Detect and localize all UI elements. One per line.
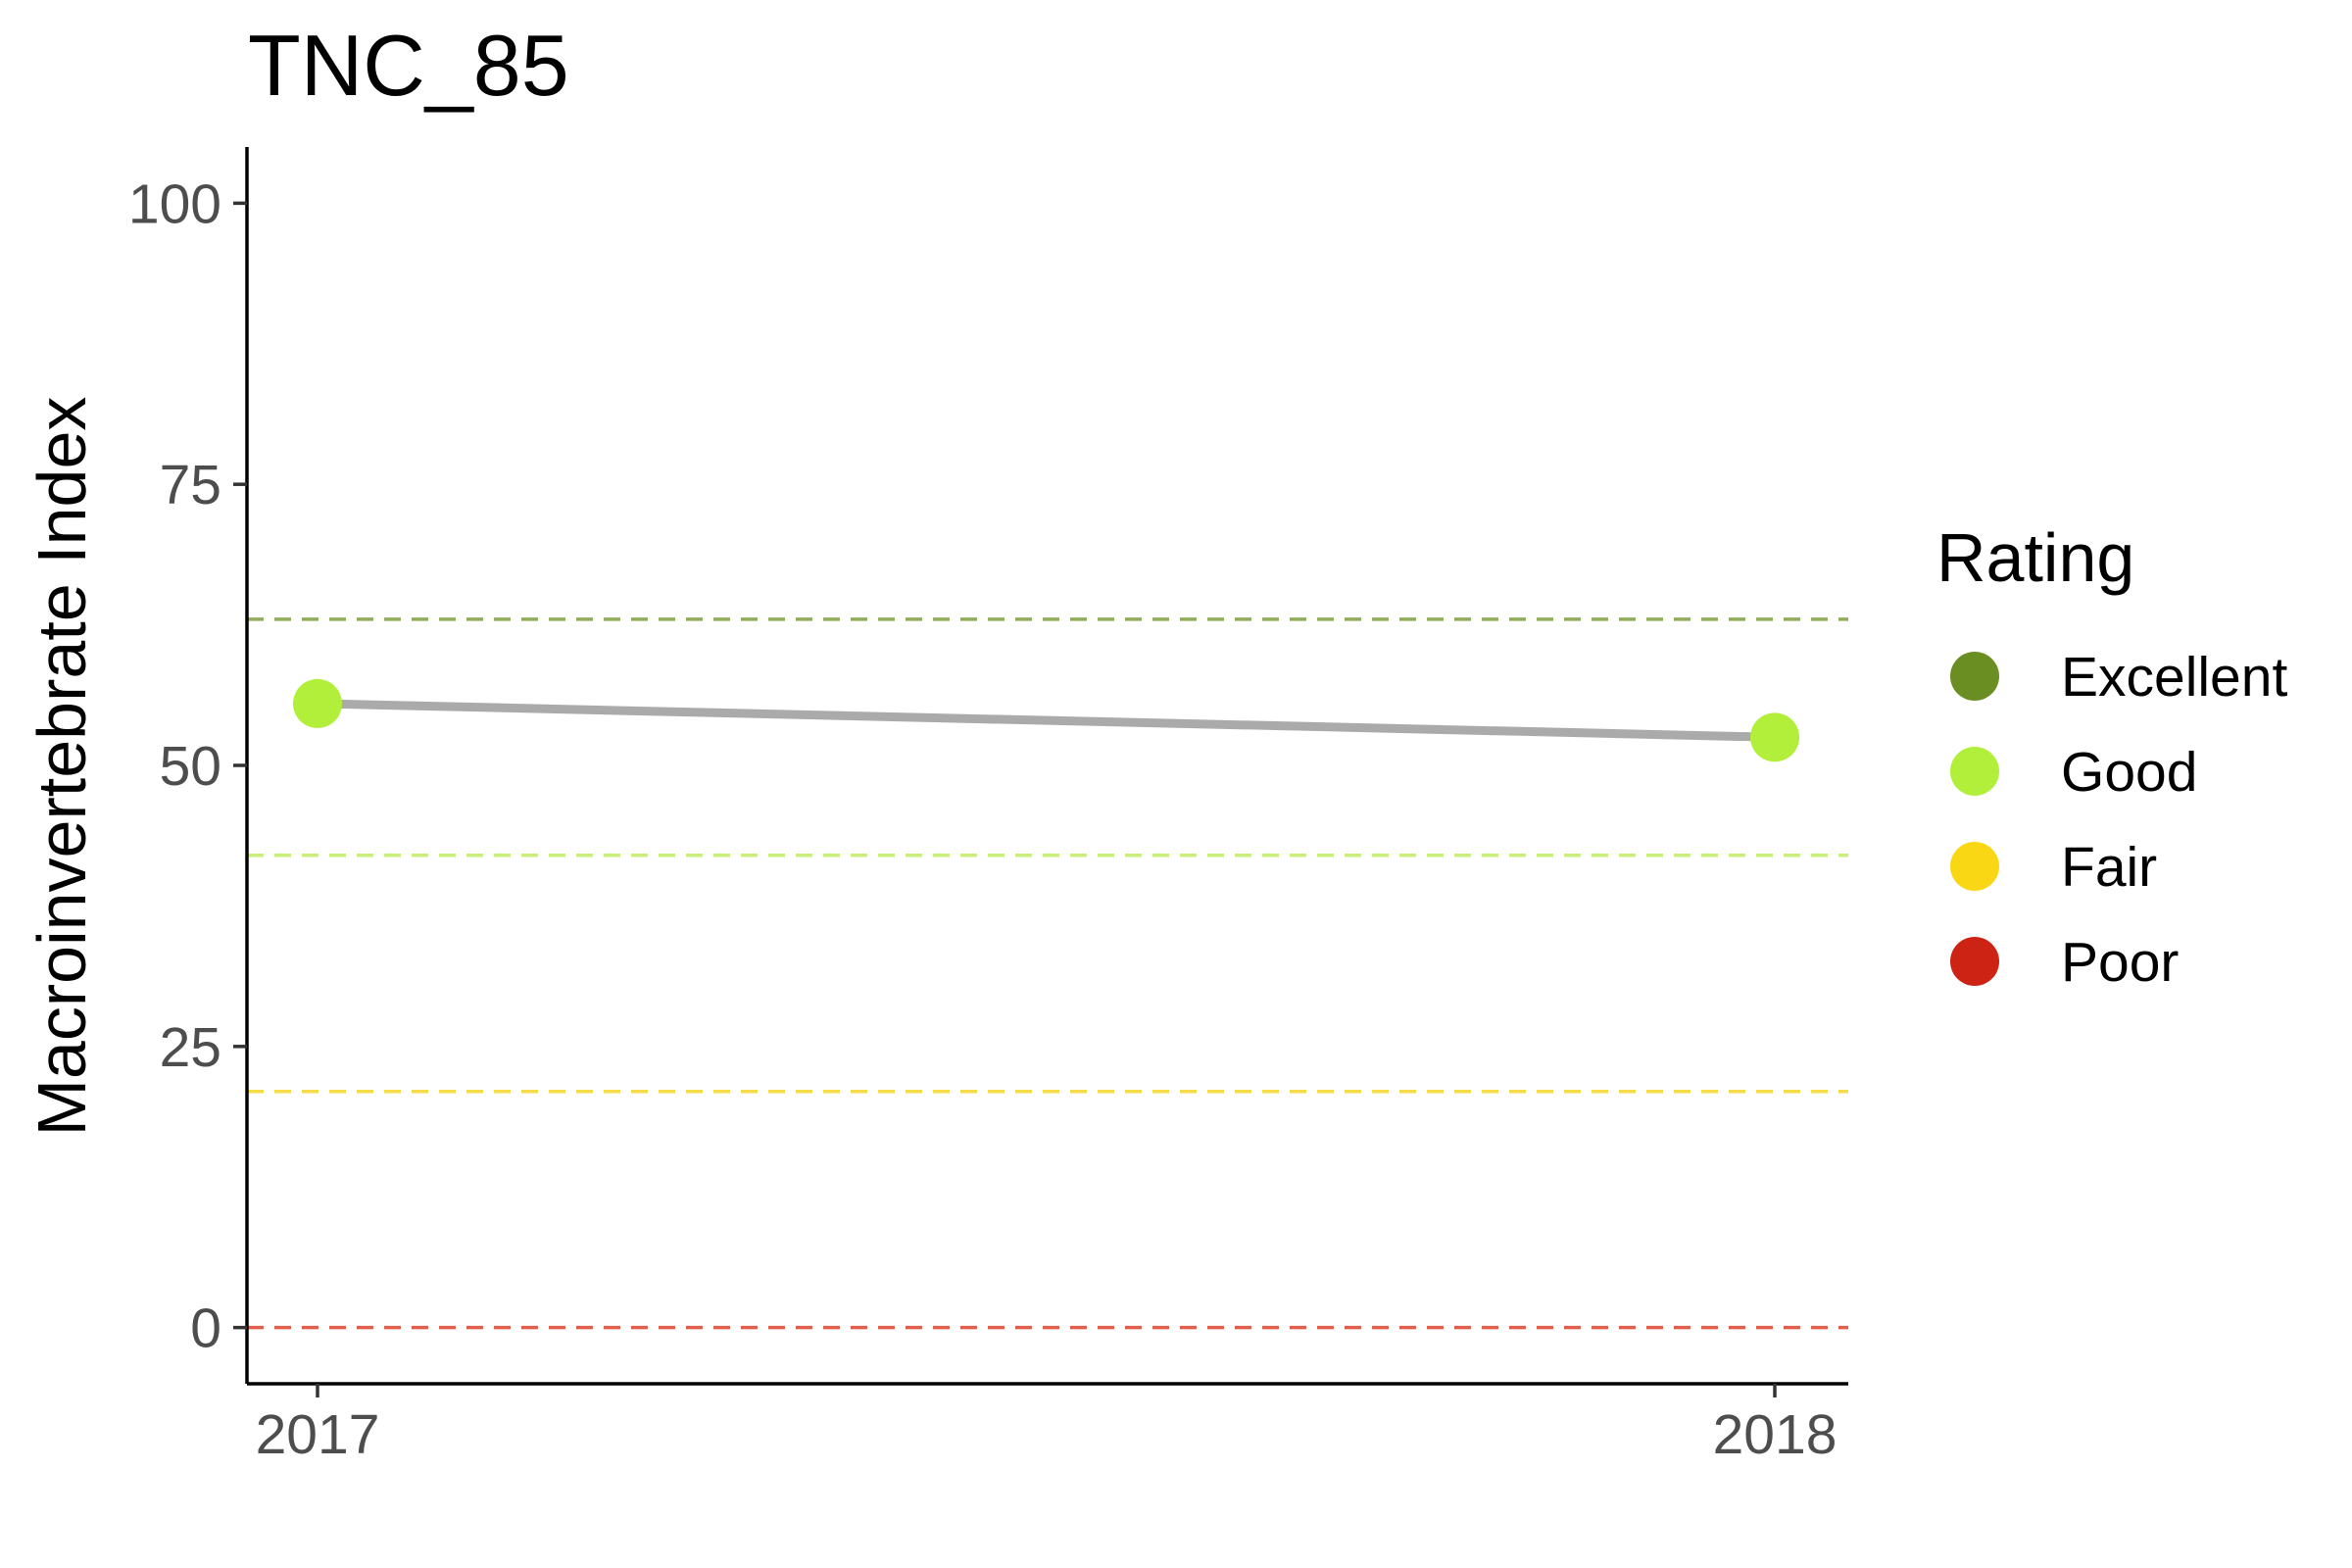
y-tick-label: 50 bbox=[160, 735, 221, 798]
y-tick-label: 100 bbox=[128, 172, 221, 235]
legend-key-excellent bbox=[1950, 652, 1999, 701]
legend-label-fair: Fair bbox=[2061, 836, 2157, 899]
y-tick-label: 25 bbox=[160, 1016, 221, 1079]
x-tick-label: 2018 bbox=[1713, 1403, 1838, 1466]
chart-title: TNC_85 bbox=[248, 17, 569, 114]
legend-title: Rating bbox=[1936, 519, 2134, 596]
legend-label-good: Good bbox=[2061, 741, 2197, 804]
series-line bbox=[317, 699, 1776, 742]
legend-label-poor: Poor bbox=[2061, 931, 2179, 994]
data-point-2018 bbox=[1750, 712, 1799, 762]
x-tick-label: 2017 bbox=[256, 1403, 380, 1466]
legend-key-fair bbox=[1950, 842, 1999, 891]
legend-key-poor bbox=[1950, 937, 1999, 986]
legend-key-good bbox=[1950, 747, 1999, 796]
legend-label-excellent: Excellent bbox=[2061, 646, 2287, 709]
y-axis-label: Macroinvertebrate Index bbox=[24, 397, 100, 1137]
y-tick-label: 0 bbox=[190, 1298, 221, 1360]
y-tick-label: 75 bbox=[160, 454, 221, 516]
data-point-2017 bbox=[293, 678, 342, 728]
